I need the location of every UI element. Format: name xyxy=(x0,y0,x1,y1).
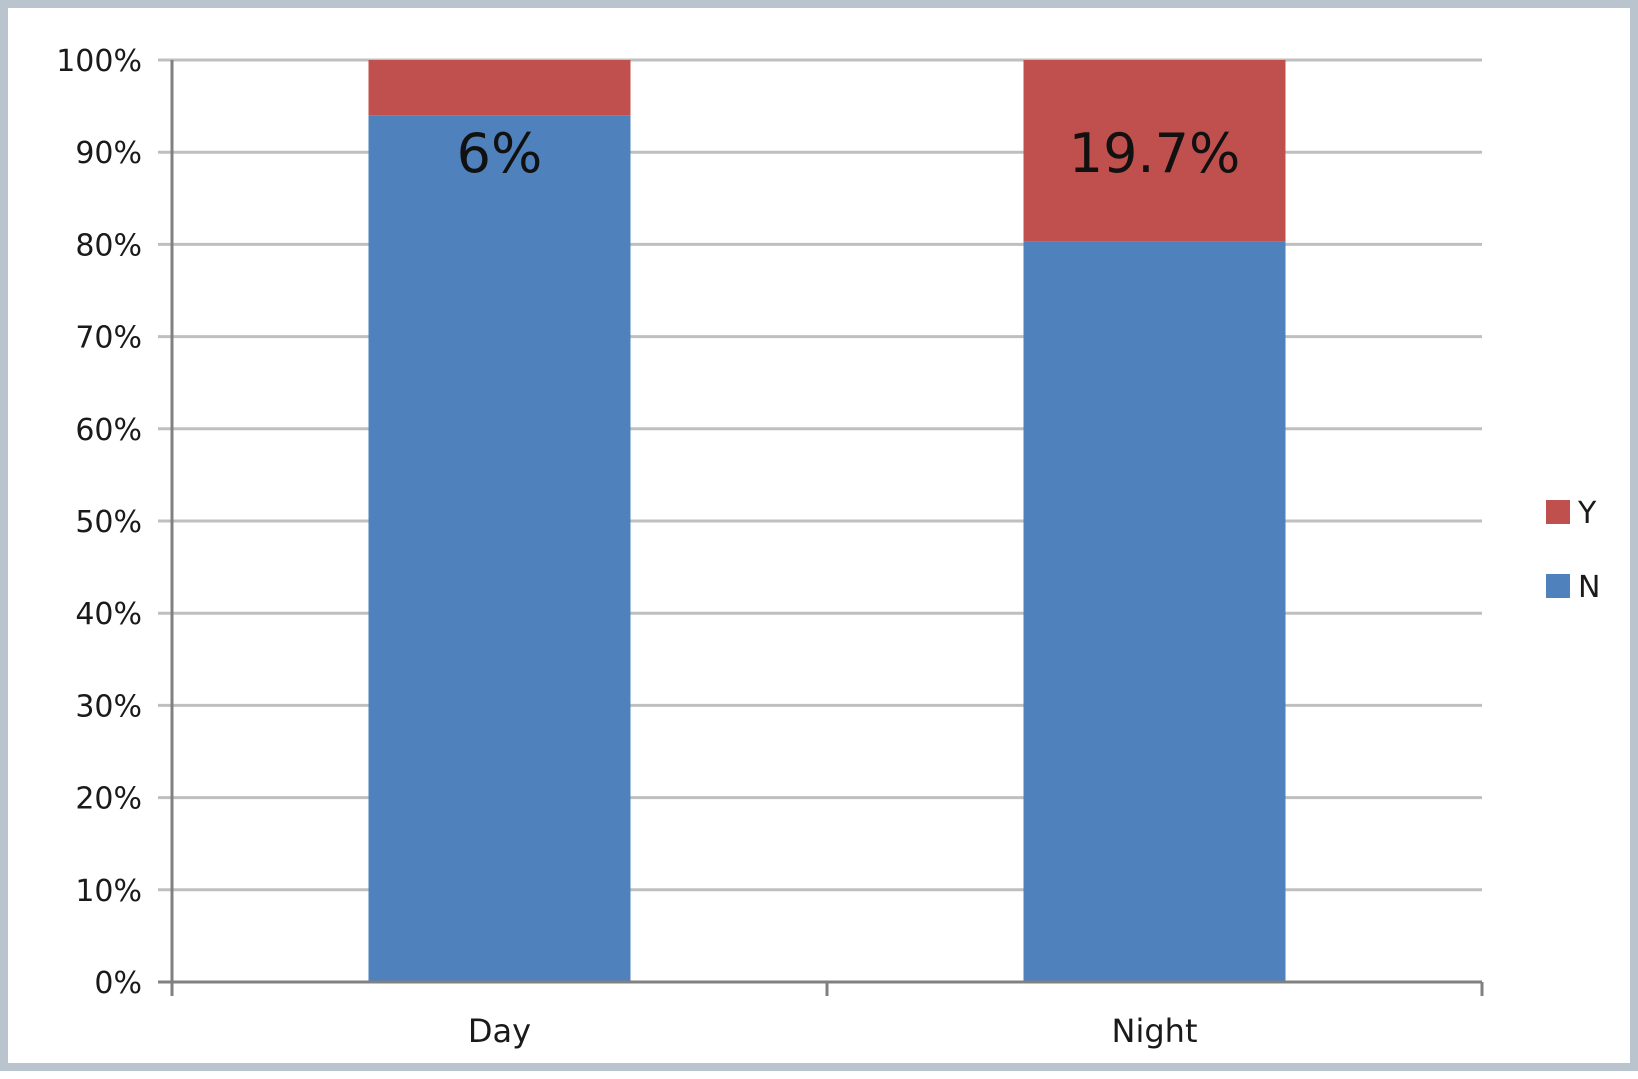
legend-label-y: Y xyxy=(1577,496,1597,531)
y-tick-label: 0% xyxy=(94,966,142,1001)
x-tick-label: Day xyxy=(468,1012,531,1050)
bar-n-night xyxy=(1023,241,1286,982)
y-tick-label: 90% xyxy=(75,136,142,171)
legend: YN xyxy=(1546,496,1600,605)
legend-swatch-y xyxy=(1546,500,1570,524)
y-tick-label: 80% xyxy=(75,228,142,263)
y-tick-label: 70% xyxy=(75,321,142,356)
y-tick-label: 60% xyxy=(75,413,142,448)
bar-y-day xyxy=(368,60,631,116)
axes xyxy=(158,60,1484,996)
bars xyxy=(368,60,1286,982)
legend-label-n: N xyxy=(1578,570,1600,605)
y-tick-label: 20% xyxy=(75,782,142,817)
x-axis-labels: Day Night xyxy=(468,1012,1198,1050)
stacked-bar-chart: 0% 10% 20% 30% 40% 50% 60% 70% 80% 90% 100% Day Nig… xyxy=(56,44,1600,1050)
data-label: 6% xyxy=(457,122,543,185)
x-tick-label: Night xyxy=(1112,1012,1198,1050)
y-tick-label: 30% xyxy=(75,689,142,724)
y-tick-label: 10% xyxy=(75,874,142,909)
bar-y-night xyxy=(1023,60,1286,242)
y-tick-label: 40% xyxy=(75,597,142,632)
y-tick-label: 50% xyxy=(75,505,142,540)
y-axis-ticks: 0% 10% 20% 30% 40% 50% 60% 70% 80% 90% 100% xyxy=(56,44,142,1001)
legend-swatch-n xyxy=(1546,574,1570,598)
bar-n-day xyxy=(368,115,631,982)
data-label: 19.7% xyxy=(1069,122,1241,185)
y-tick-label: 100% xyxy=(56,44,142,79)
data-labels: 6% 19.7% xyxy=(457,122,1241,185)
